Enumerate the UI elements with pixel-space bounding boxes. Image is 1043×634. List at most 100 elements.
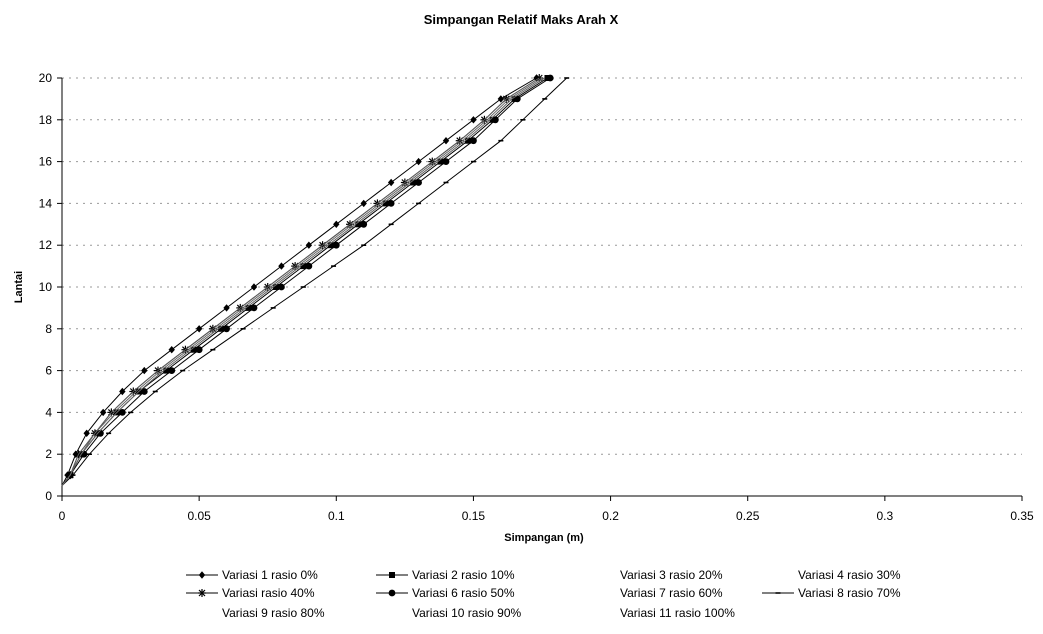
data-point (140, 388, 148, 395)
grid-layer (62, 77, 1022, 455)
y-tick-label: 2 (45, 447, 52, 461)
legend-item: Variasi 6 rasio 50% (376, 586, 515, 600)
data-point (437, 158, 444, 165)
legend-marker (388, 589, 396, 597)
data-point (470, 137, 477, 145)
data-point (83, 429, 90, 437)
data-point (305, 262, 313, 270)
series-8 (61, 77, 570, 486)
y-tick-label: 8 (45, 322, 52, 336)
y-tick-label: 18 (39, 113, 53, 127)
data-point (245, 304, 252, 311)
series-6 (61, 74, 554, 486)
x-tick-label: 0.05 (187, 509, 211, 523)
y-tick-label: 16 (39, 155, 53, 169)
legend-label: Variasi 7 rasio 60% (620, 586, 723, 600)
data-point (387, 200, 395, 207)
series-9 (61, 77, 545, 486)
data-point (99, 408, 107, 417)
y-tick-label: 20 (39, 71, 53, 85)
data-point (218, 325, 225, 332)
data-point (415, 157, 422, 166)
series-line (61, 77, 543, 486)
legend-label: Variasi 3 rasio 20% (620, 568, 723, 582)
legend-label: Variasi 10 rasio 90% (412, 606, 521, 620)
data-point (415, 179, 422, 186)
data-point (513, 95, 521, 103)
data-point (382, 200, 389, 207)
x-tick-label: 0.1 (328, 509, 345, 523)
legend-label: Variasi 4 rasio 30% (798, 568, 901, 582)
legend-item: Variasi rasio 40% (186, 586, 315, 600)
data-point (360, 199, 367, 208)
data-point (272, 284, 279, 290)
legend-item: Variasi 4 rasio 30% (798, 568, 901, 582)
data-point (327, 242, 334, 249)
legend-marker (198, 571, 206, 579)
legend-label: Variasi 8 rasio 70% (798, 586, 901, 600)
legend-label: Variasi rasio 40% (222, 586, 315, 600)
x-tick-label: 0 (59, 509, 66, 523)
data-point (195, 325, 203, 333)
series-layer (61, 74, 570, 486)
series-10 (61, 77, 543, 486)
data-point (300, 263, 307, 270)
data-point (491, 116, 499, 124)
data-point (546, 74, 554, 82)
axes-layer (61, 78, 1022, 497)
y-tick-label: 12 (39, 238, 53, 252)
data-point (410, 179, 417, 186)
data-point (442, 137, 450, 145)
data-point (250, 304, 258, 312)
legend-item: Variasi 9 rasio 80% (222, 606, 325, 620)
legend: Variasi 1 rasio 0% Variasi 2 rasio 10% Var… (186, 568, 901, 620)
y-tick-label: 0 (45, 489, 52, 503)
data-point (360, 220, 368, 228)
data-point (163, 367, 170, 374)
data-point (250, 283, 258, 291)
series-line (61, 77, 545, 486)
x-tick-label: 0.3 (877, 509, 894, 523)
chart-title: Simpangan Relatif Maks Arah X (424, 12, 619, 27)
legend-item: Variasi 2 rasio 10% (376, 568, 515, 582)
series-line (61, 77, 540, 486)
data-point (278, 262, 285, 270)
data-point (168, 367, 176, 374)
legend-item: Variasi 1 rasio 0% (186, 568, 318, 582)
legend-item: Variasi 10 rasio 90% (412, 606, 521, 620)
ticks-layer: 0 2 4 6 8 10 12 14 16 18 20 0 0.05 0.1 0.15 0.2 0.25 0.3 0… (39, 71, 1034, 523)
legend-marker (389, 572, 395, 578)
data-point (355, 221, 362, 228)
legend-item: Variasi 11 rasio 100% (620, 606, 735, 620)
y-tick-label: 6 (45, 364, 52, 378)
legend-item: Variasi 8 rasio 70% (762, 586, 901, 600)
data-point (141, 366, 148, 375)
data-point (97, 429, 104, 437)
x-tick-label: 0.25 (736, 509, 760, 523)
legend-label: Variasi 2 rasio 10% (412, 568, 515, 582)
data-point (470, 116, 477, 124)
data-point (278, 283, 285, 291)
x-tick-label: 0.35 (1010, 509, 1034, 523)
series-11 (61, 77, 540, 486)
legend-label: Variasi 9 rasio 80% (222, 606, 325, 620)
legend-item: Variasi 7 rasio 60% (620, 586, 723, 600)
data-point (190, 346, 197, 353)
x-axis-label: Simpangan (m) (504, 532, 584, 544)
data-point (305, 241, 313, 249)
data-point (442, 158, 450, 166)
data-point (223, 304, 230, 312)
series-line (61, 77, 551, 486)
data-point (118, 409, 126, 416)
data-point (195, 346, 203, 354)
y-axis-label: Lantai (13, 271, 25, 303)
x-tick-label: 0.2 (602, 509, 619, 523)
data-point (168, 346, 175, 354)
data-point (332, 241, 340, 249)
y-tick-label: 14 (39, 196, 53, 210)
series-1 (61, 74, 540, 486)
legend-item: Variasi 3 rasio 20% (620, 568, 723, 582)
x-tick-label: 0.15 (462, 509, 486, 523)
data-point (387, 178, 395, 187)
